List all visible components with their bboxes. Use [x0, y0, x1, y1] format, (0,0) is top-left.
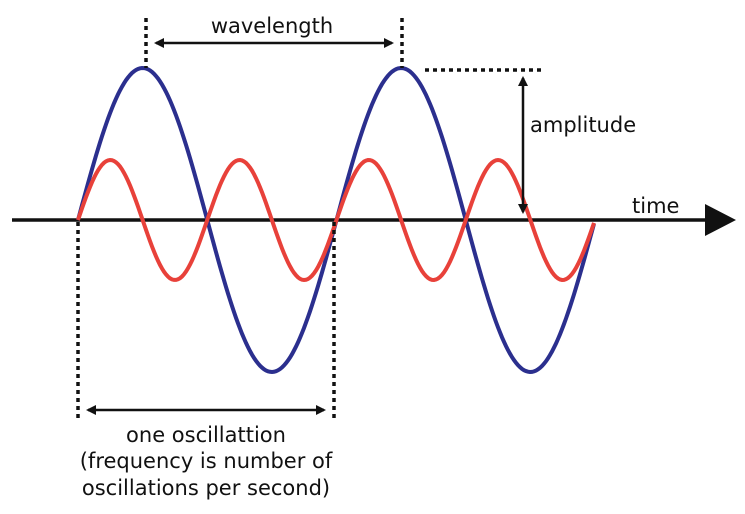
time-label: time — [632, 194, 679, 218]
oscillation-label: oscillations per second) — [82, 476, 330, 500]
short-wave — [76, 157, 596, 283]
amplitude-label: amplitude — [530, 113, 636, 137]
axis-arrowhead — [705, 204, 736, 236]
oscillation-label: (frequency is number of — [80, 449, 333, 473]
wavelength-label: wavelength — [211, 14, 333, 38]
oscillation-label: one oscillattion — [126, 423, 286, 447]
